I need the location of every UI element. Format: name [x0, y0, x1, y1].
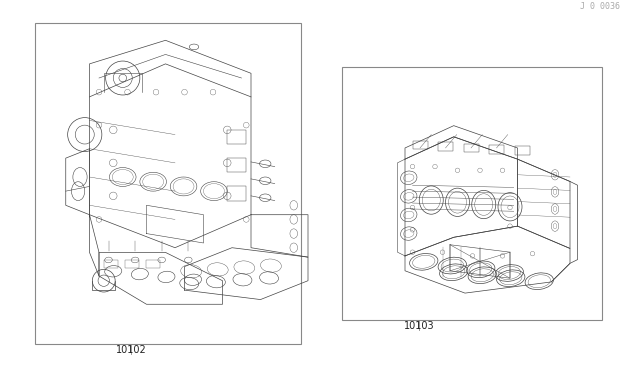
Bar — [35, 23, 301, 344]
Bar — [145, 260, 160, 267]
Bar — [438, 142, 453, 151]
Bar — [227, 186, 246, 201]
Text: 10102: 10102 — [116, 345, 147, 355]
Bar — [342, 67, 602, 320]
Bar — [463, 144, 479, 153]
Text: J 0 0036: J 0 0036 — [580, 2, 620, 11]
Bar — [413, 141, 428, 150]
Text: 10103: 10103 — [404, 321, 435, 331]
Bar — [515, 147, 529, 155]
Bar — [125, 260, 139, 267]
Bar — [489, 145, 504, 154]
Bar — [227, 130, 246, 144]
Bar — [104, 260, 118, 267]
Bar — [227, 158, 246, 172]
